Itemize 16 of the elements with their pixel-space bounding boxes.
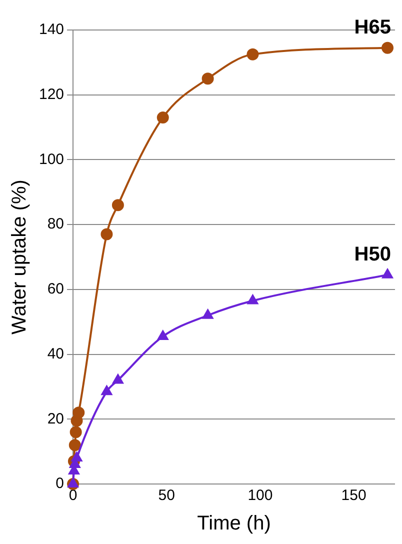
x-axis-title: Time (h): [197, 512, 271, 535]
series-label: H50: [354, 243, 391, 266]
y-tick-label: 100: [38, 150, 64, 168]
y-tick-label: 60: [47, 280, 64, 298]
x-tick-label: 100: [248, 487, 273, 504]
x-tick-label: 0: [68, 487, 78, 504]
series-label: H65: [354, 16, 391, 38]
y-axis-title: Water uptake (%): [8, 180, 31, 334]
x-tick-label: 150: [341, 487, 366, 504]
y-tick-label: 20: [47, 410, 64, 428]
y-tick-label: 120: [38, 86, 64, 103]
x-tick-label: 50: [158, 487, 175, 504]
y-tick-label: 40: [47, 345, 64, 362]
y-tick-label: 0: [56, 475, 64, 492]
y-tick-label: 80: [47, 216, 64, 233]
y-tick-label: 140: [38, 21, 64, 38]
